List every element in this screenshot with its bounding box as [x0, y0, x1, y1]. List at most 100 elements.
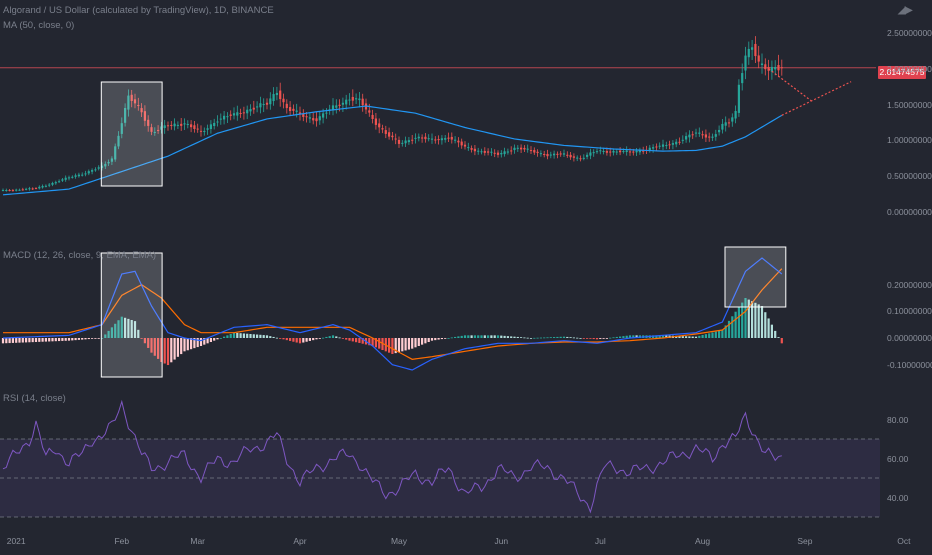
- rsi-indicator-label[interactable]: RSI (14, close): [3, 393, 66, 404]
- candle-body: [186, 123, 189, 125]
- macd-histogram-bar: [223, 336, 226, 338]
- candle-body: [529, 150, 533, 152]
- macd-histogram-bar: [285, 338, 288, 341]
- candle-body: [252, 107, 255, 110]
- ma-indicator-label[interactable]: MA (50, close, 0): [3, 20, 75, 31]
- macd-histogram-bar: [209, 338, 212, 342]
- macd-histogram-bar: [219, 338, 222, 339]
- macd-histogram-bar: [25, 338, 28, 343]
- macd-histogram-bar: [31, 338, 34, 343]
- macd-histogram-bar: [298, 338, 302, 344]
- macd-histogram-bar: [206, 338, 209, 344]
- macd-histogram-bar: [421, 338, 424, 345]
- macd-histogram-bar: [318, 338, 321, 339]
- candle-body: [193, 125, 196, 130]
- macd-histogram-bar: [361, 338, 364, 344]
- candle-body: [737, 84, 740, 113]
- candle-body: [503, 151, 506, 155]
- candle-body: [467, 147, 470, 149]
- macd-histogram-bar: [655, 335, 658, 338]
- macd-histogram-bar: [124, 317, 127, 338]
- candle-body: [213, 122, 216, 126]
- macd-indicator-label[interactable]: MACD (12, 26, close, 9, EMA, EMA): [3, 250, 157, 261]
- candle-body: [675, 141, 678, 145]
- candle-body: [54, 182, 57, 184]
- candle-body: [242, 112, 245, 114]
- candle-body: [206, 128, 209, 130]
- candle-body: [166, 125, 170, 127]
- candle-body: [430, 138, 434, 140]
- macd-histogram-bar: [734, 311, 737, 338]
- candle-body: [173, 123, 176, 127]
- candle-body: [602, 150, 605, 152]
- macd-histogram-bar: [566, 336, 569, 338]
- ma-line: [2, 105, 783, 196]
- macd-histogram-bar: [160, 338, 163, 362]
- x-tick-label: Jun: [494, 536, 509, 546]
- candle-body: [196, 128, 199, 130]
- candle-body: [107, 161, 110, 164]
- candle-body: [183, 123, 186, 125]
- candle-body: [658, 145, 661, 147]
- candle-body: [754, 43, 757, 57]
- price-y-tick: 1.00000000: [887, 135, 932, 146]
- macd-histogram-bar: [473, 335, 476, 338]
- macd-histogram-bar: [127, 318, 130, 338]
- macd-histogram-bar: [239, 333, 242, 338]
- candle-body: [589, 152, 592, 156]
- candle-body: [480, 151, 483, 153]
- macd-y-tick: 0.10000000: [887, 306, 932, 317]
- candle-body: [315, 118, 318, 122]
- candle-body: [708, 136, 711, 138]
- macd-histogram-bar: [569, 337, 572, 338]
- candle-body: [760, 63, 764, 66]
- macd-histogram-bar: [41, 338, 44, 342]
- macd-histogram-bar: [216, 338, 219, 340]
- candle-body: [731, 117, 734, 122]
- macd-histogram-bar: [434, 338, 437, 341]
- candle-body: [440, 138, 443, 141]
- x-tick-label: Oct: [897, 536, 911, 546]
- macd-histogram-bar: [625, 335, 628, 338]
- macd-histogram-bar: [8, 338, 11, 344]
- candle-body: [635, 150, 638, 153]
- macd-histogram-bar: [64, 338, 67, 341]
- macd-histogram-bar: [358, 338, 361, 343]
- macd-histogram-bar: [104, 334, 107, 338]
- macd-histogram-bar: [665, 335, 668, 338]
- candle-body: [223, 115, 226, 120]
- candle-body: [325, 112, 328, 114]
- candle-body: [698, 132, 701, 134]
- macd-y-tick: -0.10000000: [887, 359, 932, 370]
- macd-histogram-bar: [681, 336, 684, 338]
- candle-body: [714, 134, 717, 137]
- macd-highlight-box-left: [100, 252, 163, 378]
- candle-body: [71, 176, 74, 178]
- candle-body: [533, 150, 536, 153]
- candle-body: [549, 154, 552, 156]
- macd-histogram-bar: [622, 336, 625, 338]
- candle-body: [490, 151, 493, 153]
- macd-histogram-bar: [213, 338, 216, 341]
- x-tick-label: Aug: [695, 536, 711, 546]
- macd-histogram-bar: [770, 324, 773, 338]
- macd-histogram-bar: [331, 335, 335, 338]
- candle-body: [275, 92, 278, 96]
- macd-histogram-bar: [424, 338, 427, 344]
- candle-body: [378, 123, 381, 128]
- candle-body: [18, 189, 21, 191]
- macd-histogram-bar: [279, 338, 282, 339]
- symbol-title[interactable]: Algorand / US Dollar (calculated by Trad…: [3, 5, 274, 16]
- macd-histogram-bar: [582, 338, 585, 339]
- macd-histogram-bar: [77, 338, 80, 340]
- candle-body: [5, 190, 8, 192]
- macd-histogram-bar: [602, 338, 605, 339]
- candle-body: [1, 189, 5, 191]
- candle-body: [411, 139, 414, 141]
- tv-logo-icon: ◢▶: [898, 5, 912, 16]
- macd-histogram-bar: [493, 335, 496, 338]
- candle-body: [586, 154, 589, 157]
- candle-body: [747, 48, 750, 58]
- candle-body: [625, 150, 628, 153]
- candle-body: [312, 118, 315, 121]
